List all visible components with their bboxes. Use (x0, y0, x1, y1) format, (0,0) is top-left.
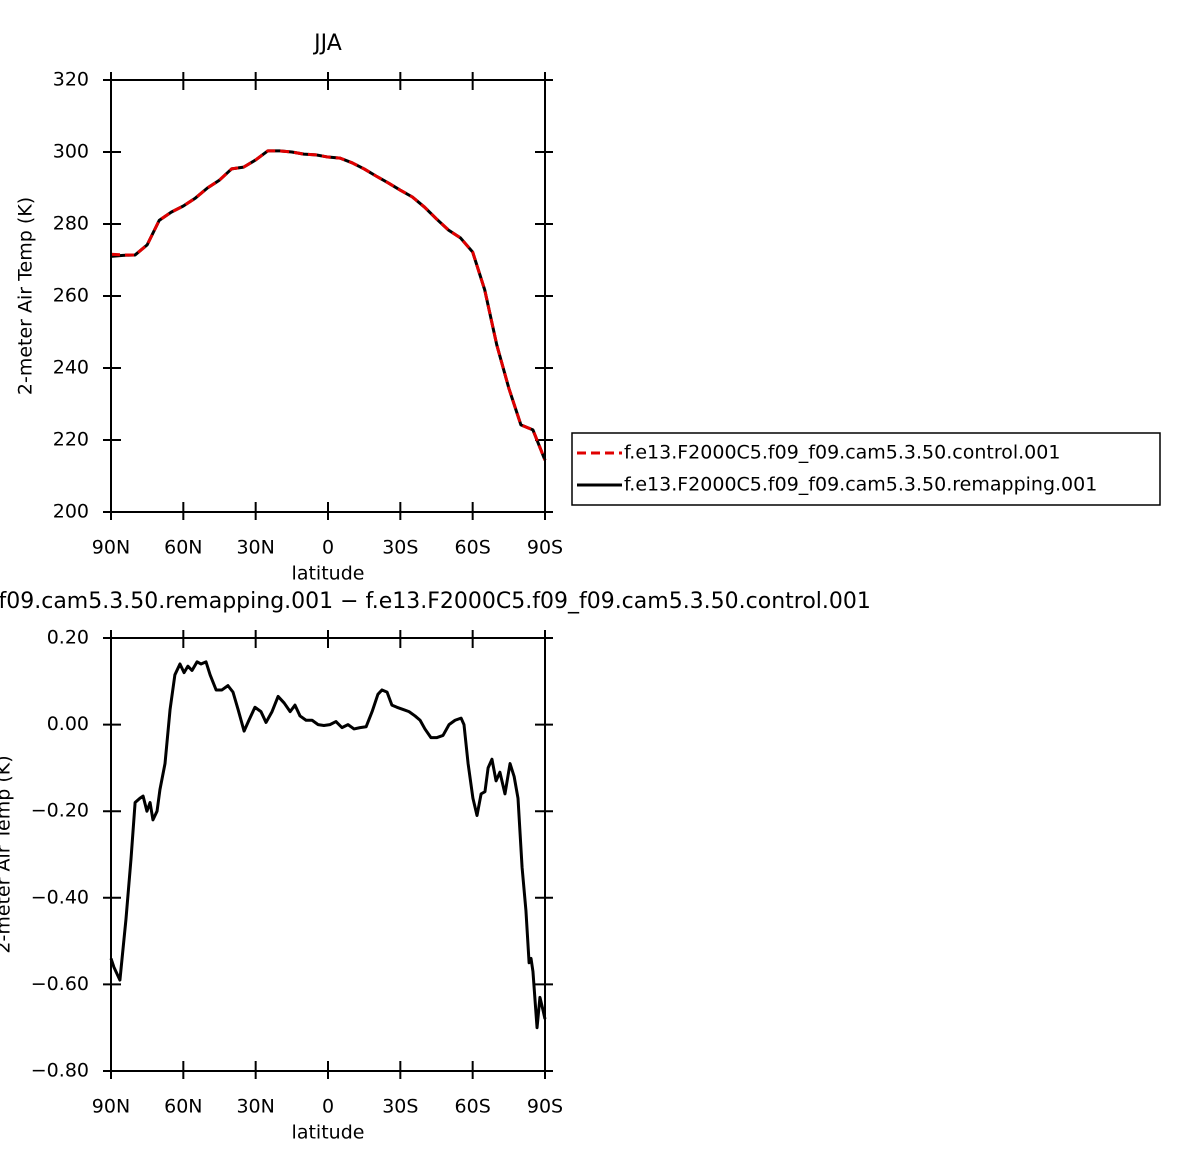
x-tick-label: 30S (382, 1096, 418, 1118)
x-tick-label: 60S (455, 537, 491, 559)
x-tick-label: 30N (236, 537, 274, 559)
data-line (110, 149, 547, 461)
x-tick-label: 90N (92, 537, 130, 559)
x-tick-label: 60N (164, 537, 202, 559)
x-tick-label: 30N (236, 1096, 274, 1118)
y-tick-label: 220 (53, 429, 89, 451)
data-line (109, 660, 547, 1030)
y-tick-label: 280 (53, 213, 89, 235)
x-tick-label: 60S (455, 1096, 491, 1118)
y-tick-label: 320 (53, 69, 89, 91)
x-tick-label: 90S (527, 537, 563, 559)
x-axis-label: latitude (292, 563, 365, 585)
y-tick-label: −0.20 (31, 800, 89, 822)
x-tick-label: 0 (322, 1096, 334, 1118)
y-tick-label: −0.60 (31, 973, 89, 995)
y-tick-label: 240 (53, 357, 89, 379)
x-tick-label: 0 (322, 537, 334, 559)
y-tick-label: 0.00 (47, 713, 89, 735)
plot-frame (110, 79, 546, 513)
chart-title: JJA (312, 31, 342, 56)
legend-box (571, 432, 1161, 506)
y-axis-label: 2-meter Air Temp (K) (0, 755, 15, 953)
y-tick-label: −0.40 (31, 886, 89, 908)
x-axis-label: latitude (292, 1122, 365, 1144)
chart-title: f.e13.F2000C5.f09_f09.cam5.3.50.remappin… (0, 589, 871, 614)
y-tick-label: 260 (53, 285, 89, 307)
x-tick-label: 30S (382, 537, 418, 559)
panel: 2-meter Air Temp (K) JJA latitude 200 220 240… (15, 31, 1161, 585)
legend-label: f.e13.F2000C5.f09_f09.cam5.3.50.control.… (624, 442, 1060, 464)
y-axis-label: 2-meter Air Temp (K) (15, 197, 37, 395)
x-tick-label: 60N (164, 1096, 202, 1118)
data-line (110, 149, 547, 461)
plot-frame (110, 637, 546, 1072)
y-tick-label: 0.20 (47, 627, 89, 649)
y-tick-label: 200 (53, 501, 89, 523)
y-tick-label: −0.80 (31, 1060, 89, 1082)
y-tick-label: 300 (53, 141, 89, 163)
panel: 2-meter Air Temp (K) f.e13.F2000C5.f09_f0… (0, 589, 871, 1144)
legend-label: f.e13.F2000C5.f09_f09.cam5.3.50.remappin… (624, 474, 1097, 496)
x-tick-label: 90N (92, 1096, 130, 1118)
x-tick-label: 90S (527, 1096, 563, 1118)
